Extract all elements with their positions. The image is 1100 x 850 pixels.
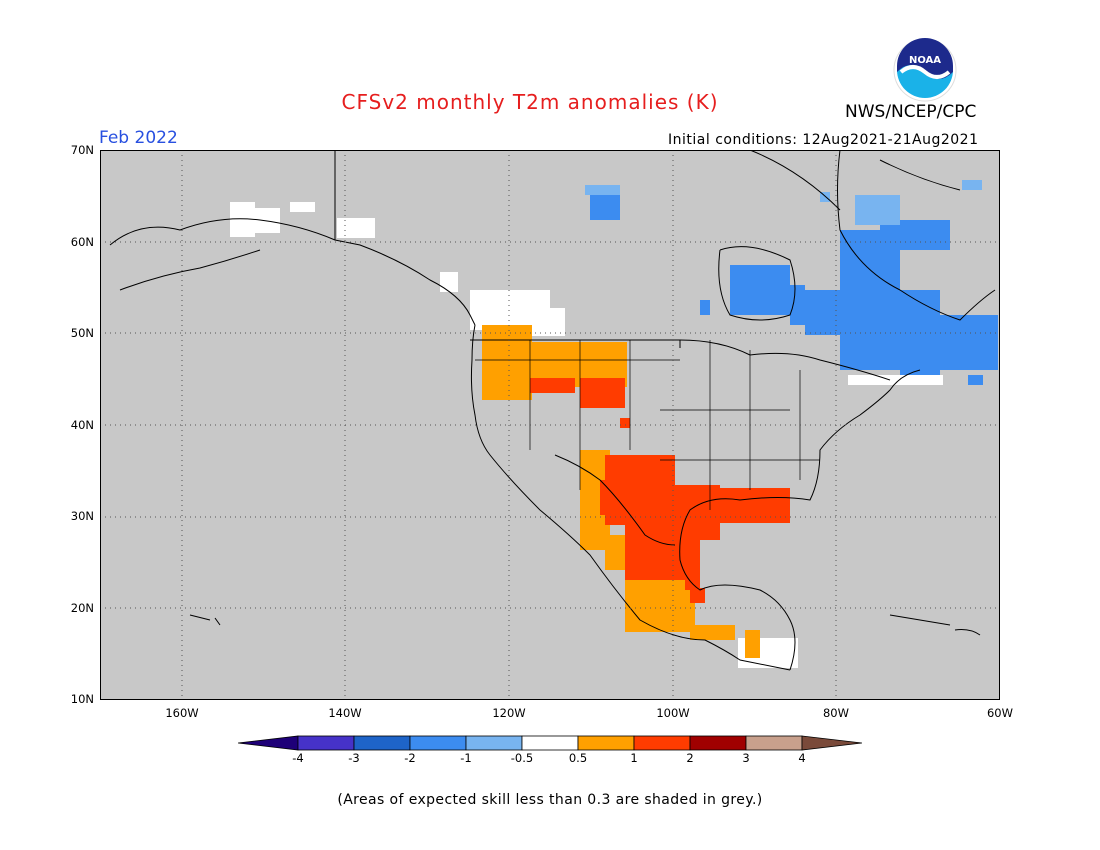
agency-label: NWS/NCEP/CPC [845, 102, 977, 122]
colorbar [238, 735, 862, 751]
cool-1-2-regions [590, 195, 998, 385]
near-normal-regions [230, 202, 943, 668]
noaa-logo: NOAA [893, 38, 957, 102]
colorbar-label: -0.5 [510, 751, 534, 765]
colorbar-label: -2 [404, 751, 416, 765]
colorbar-label: -4 [292, 751, 304, 765]
colorbar-label: 0.5 [568, 751, 588, 765]
lat-tick-label: 30N [70, 509, 94, 523]
colorbar-segment [409, 735, 467, 751]
lat-tick-label: 60N [70, 235, 94, 249]
lat-tick-label: 70N [70, 143, 94, 157]
lon-tick-label: 140W [328, 706, 362, 720]
lon-tick-label: 60W [986, 706, 1013, 720]
footnote: (Areas of expected skill less than 0.3 a… [337, 792, 763, 808]
cool-0.5-1-regions [585, 180, 982, 225]
lat-tick-label: 40N [70, 418, 94, 432]
colorbar-label: 1 [630, 751, 638, 765]
colorbar-segment [521, 735, 579, 751]
lon-tick-label: 160W [165, 706, 199, 720]
colorbar-segment [689, 735, 747, 751]
lat-tick-label: 10N [70, 692, 94, 706]
colorbar-segment [577, 735, 635, 751]
colorbar-segment [297, 735, 355, 751]
colorbar-label: 3 [742, 751, 750, 765]
anomaly-map [100, 150, 1000, 700]
colorbar-label: -3 [348, 751, 360, 765]
colorbar-segment [633, 735, 691, 751]
colorbar-right-arrow [801, 735, 862, 751]
coastlines [109, 150, 996, 671]
lon-tick-label: 100W [656, 706, 690, 720]
colorbar-label: 2 [686, 751, 694, 765]
colorbar-segment [353, 735, 411, 751]
lon-tick-label: 120W [492, 706, 526, 720]
gridlines [100, 150, 1000, 700]
svg-text:NOAA: NOAA [909, 55, 941, 66]
warm-1-2-regions [530, 378, 790, 603]
colorbar-segment [465, 735, 523, 751]
lat-tick-label: 50N [70, 326, 94, 340]
colorbar-left-arrow [238, 735, 299, 751]
initial-conditions: Initial conditions: 12Aug2021-21Aug2021 [668, 132, 979, 148]
lon-tick-label: 80W [822, 706, 849, 720]
colorbar-label: -1 [460, 751, 472, 765]
colorbar-label: 4 [798, 751, 806, 765]
lat-tick-label: 20N [70, 601, 94, 615]
valid-month: Feb 2022 [99, 128, 178, 148]
colorbar-segment [745, 735, 803, 751]
chart-title: CFSv2 monthly T2m anomalies (K) [341, 90, 719, 114]
